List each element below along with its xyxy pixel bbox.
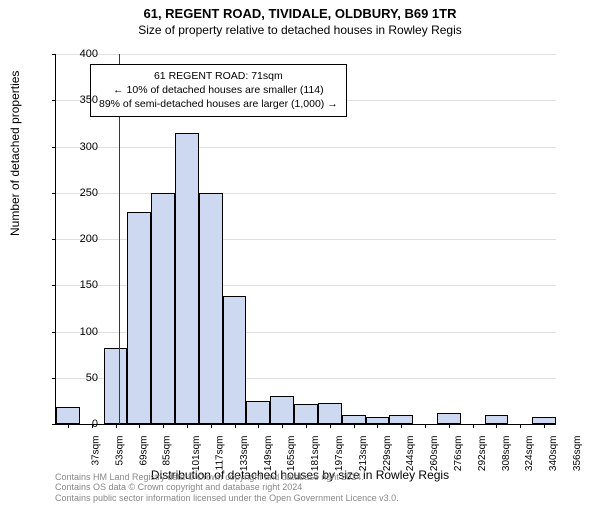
ytick-label: 400 (58, 48, 98, 60)
xtick-label: 292sqm (477, 436, 488, 472)
xtick-label: 356sqm (572, 436, 583, 472)
xtick-label: 229sqm (382, 436, 393, 472)
xtick-label: 308sqm (501, 436, 512, 472)
histogram-bar (199, 193, 223, 424)
histogram-bar (175, 133, 199, 424)
histogram-bar (294, 404, 318, 424)
histogram-bar (151, 193, 175, 424)
xtick-label: 260sqm (429, 436, 440, 472)
annotation-line3: 89% of semi-detached houses are larger (… (99, 97, 338, 111)
histogram-bar (223, 296, 247, 424)
xtick-label: 276sqm (453, 436, 464, 472)
xtick-label: 117sqm (214, 436, 225, 471)
annotation-line1: 61 REGENT ROAD: 71sqm (99, 69, 338, 83)
histogram-bar (532, 417, 556, 424)
ytick-label: 300 (58, 141, 98, 153)
title-main: 61, REGENT ROAD, TIVIDALE, OLDBURY, B69 … (0, 6, 600, 21)
xtick-label: 149sqm (263, 436, 274, 472)
ytick-label: 0 (58, 418, 98, 430)
ytick-label: 50 (58, 372, 98, 384)
ytick-label: 350 (58, 94, 98, 106)
histogram-bar (318, 403, 342, 424)
histogram-bar (246, 401, 270, 424)
histogram-bar (366, 417, 390, 424)
histogram-bar (485, 415, 509, 424)
histogram-bar (127, 212, 151, 424)
xtick-label: 244sqm (406, 436, 417, 472)
histogram-bar (389, 415, 413, 424)
xtick-label: 181sqm (310, 436, 321, 472)
ytick-label: 250 (58, 187, 98, 199)
annotation-line2: ← 10% of detached houses are smaller (11… (99, 83, 338, 97)
credits-line3: Contains public sector information licen… (55, 493, 399, 504)
annotation-box: 61 REGENT ROAD: 71sqm ← 10% of detached … (90, 64, 347, 117)
xtick-label: 133sqm (239, 436, 250, 472)
histogram-bar (437, 413, 461, 424)
xtick-label: 85sqm (162, 436, 173, 466)
histogram-bar (270, 396, 294, 424)
histogram-bar (342, 415, 366, 424)
ytick-label: 100 (58, 326, 98, 338)
xtick-label: 101sqm (191, 436, 202, 472)
xtick-label: 197sqm (334, 436, 345, 472)
credits-line2: Contains OS data © Crown copyright and d… (55, 482, 399, 493)
xtick-label: 340sqm (548, 436, 559, 472)
ytick-label: 200 (58, 233, 98, 245)
xtick-label: 37sqm (90, 436, 101, 466)
histogram-bar (104, 348, 128, 424)
xtick-label: 165sqm (286, 436, 297, 472)
xtick-label: 213sqm (358, 436, 369, 472)
credits: Contains HM Land Registry data © Crown c… (55, 472, 399, 504)
credits-line1: Contains HM Land Registry data © Crown c… (55, 472, 399, 483)
xtick-label: 324sqm (525, 436, 536, 472)
y-axis-label: Number of detached properties (8, 71, 22, 236)
title-sub: Size of property relative to detached ho… (0, 23, 600, 37)
ytick-label: 150 (58, 279, 98, 291)
xtick-label: 53sqm (114, 436, 125, 466)
xtick-label: 69sqm (138, 436, 149, 466)
